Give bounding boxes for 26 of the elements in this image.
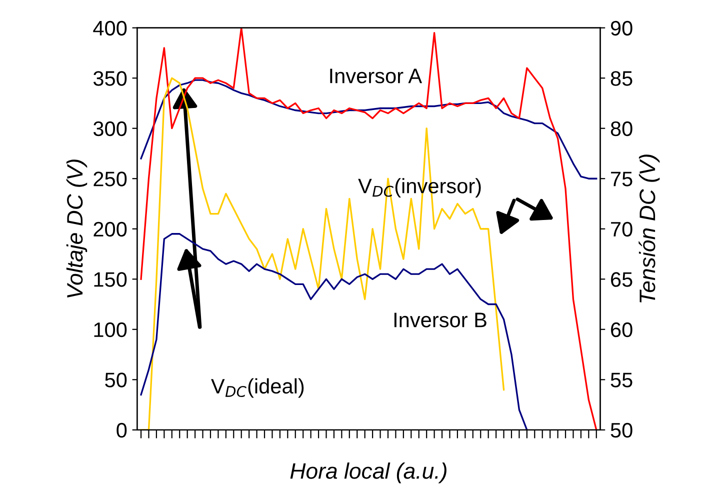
- y2-tick-label: 50: [610, 422, 632, 438]
- y-tick-label: 150: [94, 272, 127, 287]
- annotation: V$_{DC}$(ideal): [211, 378, 304, 398]
- y-tick-label: 350: [93, 71, 127, 86]
- y-tick-label: 100: [94, 322, 127, 338]
- x-axis-title: Hora local (a.u.): [290, 462, 446, 484]
- annotation: Inversor A: [330, 68, 422, 84]
- line-series: [140, 233, 528, 430]
- line-series: [140, 28, 598, 430]
- y2-tick-label: 75: [611, 172, 632, 186]
- y-axis-title: Voltaje DC (V): [66, 160, 88, 298]
- y-tick-label: 0: [116, 422, 127, 438]
- y2-tick-label: 55: [610, 372, 632, 388]
- y2-axis-title: Tensión DC (V): [638, 154, 660, 302]
- y-tick-label: 200: [94, 222, 127, 237]
- y2-tick-label: 60: [611, 322, 632, 338]
- y-tick-label: 300: [93, 121, 127, 136]
- y2-tick-label: 90: [610, 20, 632, 36]
- y-tick-label: 400: [93, 20, 127, 36]
- annotation: Inversor B: [394, 312, 486, 328]
- y2-tick-label: 70: [611, 222, 632, 237]
- y2-tick-label: 80: [610, 121, 632, 136]
- y-tick-label: 250: [94, 172, 127, 186]
- y2-tick-label: 85: [610, 71, 632, 86]
- y-tick-label: 50: [105, 372, 127, 388]
- y2-tick-label: 65: [611, 272, 632, 287]
